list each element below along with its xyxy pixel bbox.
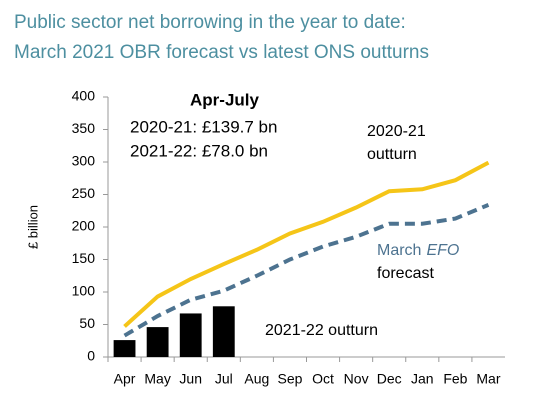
bar	[212, 306, 235, 357]
series-label: 2020-21	[367, 123, 426, 140]
series-label: 2021-22 outturn	[265, 322, 378, 339]
bar	[113, 340, 136, 357]
annotation: Apr-July	[190, 90, 260, 109]
label-part: March	[377, 242, 421, 259]
x-tick-label: Mar	[476, 371, 500, 387]
x-tick-label: Oct	[312, 371, 334, 387]
line	[123, 160, 490, 328]
line	[123, 203, 490, 338]
series-label: outturn	[367, 146, 417, 163]
x-tick-label: Feb	[443, 371, 467, 387]
x-tick-label: May	[144, 371, 170, 387]
y-tick-label: 350	[72, 120, 96, 136]
y-tick-label: 200	[72, 218, 96, 234]
x-tick-label: Jan	[411, 371, 434, 387]
bar	[146, 327, 169, 357]
x-tick-label: Nov	[344, 371, 369, 387]
annotation: 2020-21: £139.7 bn	[130, 117, 277, 136]
x-tick-label: Jun	[179, 371, 202, 387]
y-tick-label: 100	[72, 283, 96, 299]
y-tick-label: 250	[72, 185, 96, 201]
y-tick-label: 0	[87, 348, 95, 364]
x-tick-label: Apr	[114, 371, 136, 387]
chart-title: Public sector net borrowing in the year …	[14, 12, 406, 33]
y-axis-label: £ billion	[25, 205, 40, 249]
x-tick-label: Sep	[277, 371, 302, 387]
y-tick-label: 300	[72, 153, 96, 169]
series-label: March EFO	[377, 242, 459, 259]
y-tick-label: 50	[79, 315, 95, 331]
annotation: 2021-22: £78.0 bn	[130, 141, 268, 160]
y-tick-label: 400	[72, 88, 96, 104]
series-label: forecast	[377, 265, 434, 282]
chart-title: March 2021 OBR forecast vs latest ONS ou…	[14, 42, 429, 63]
x-tick-label: Dec	[377, 371, 402, 387]
x-tick-label: Jul	[215, 371, 233, 387]
label-part: EFO	[426, 242, 459, 259]
y-tick-label: 150	[72, 250, 96, 266]
bar	[179, 313, 202, 357]
x-tick-label: Aug	[244, 371, 269, 387]
